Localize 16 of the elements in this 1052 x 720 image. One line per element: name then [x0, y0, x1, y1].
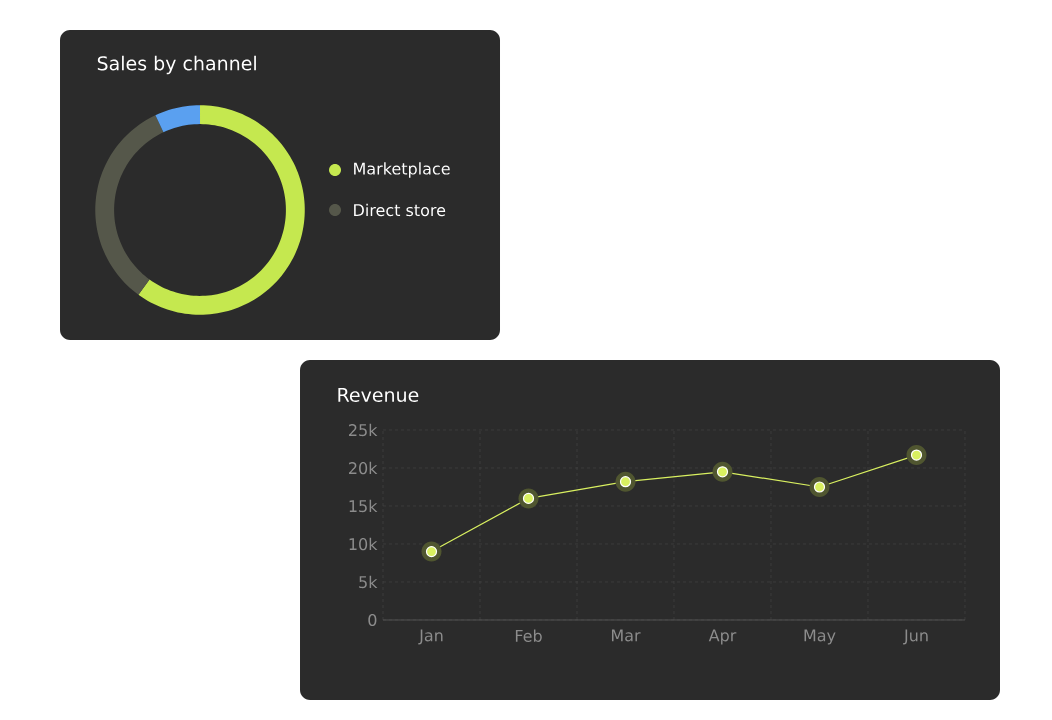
y-tick-label: 20k	[349, 461, 378, 475]
x-tick-label: Jun	[903, 629, 928, 645]
y-tick-label: 25k	[349, 423, 378, 437]
y-tick-label: 10k	[349, 537, 378, 551]
legend-label: Marketplace	[354, 162, 450, 178]
legend-label: Direct store	[354, 203, 446, 217]
x-tick-label: Feb	[515, 629, 542, 642]
y-tick-label: 5k	[359, 575, 378, 589]
x-tick-label: May	[804, 629, 836, 645]
y-tick-label: 0	[368, 613, 377, 627]
chart-title: Sales by channel	[97, 55, 256, 75]
chart-title: Revenue	[338, 387, 419, 403]
x-tick-label: Jan	[418, 629, 443, 645]
x-tick-label: Mar	[611, 629, 641, 642]
y-tick-label: 15k	[349, 499, 378, 513]
x-tick-label: Apr	[708, 629, 737, 645]
